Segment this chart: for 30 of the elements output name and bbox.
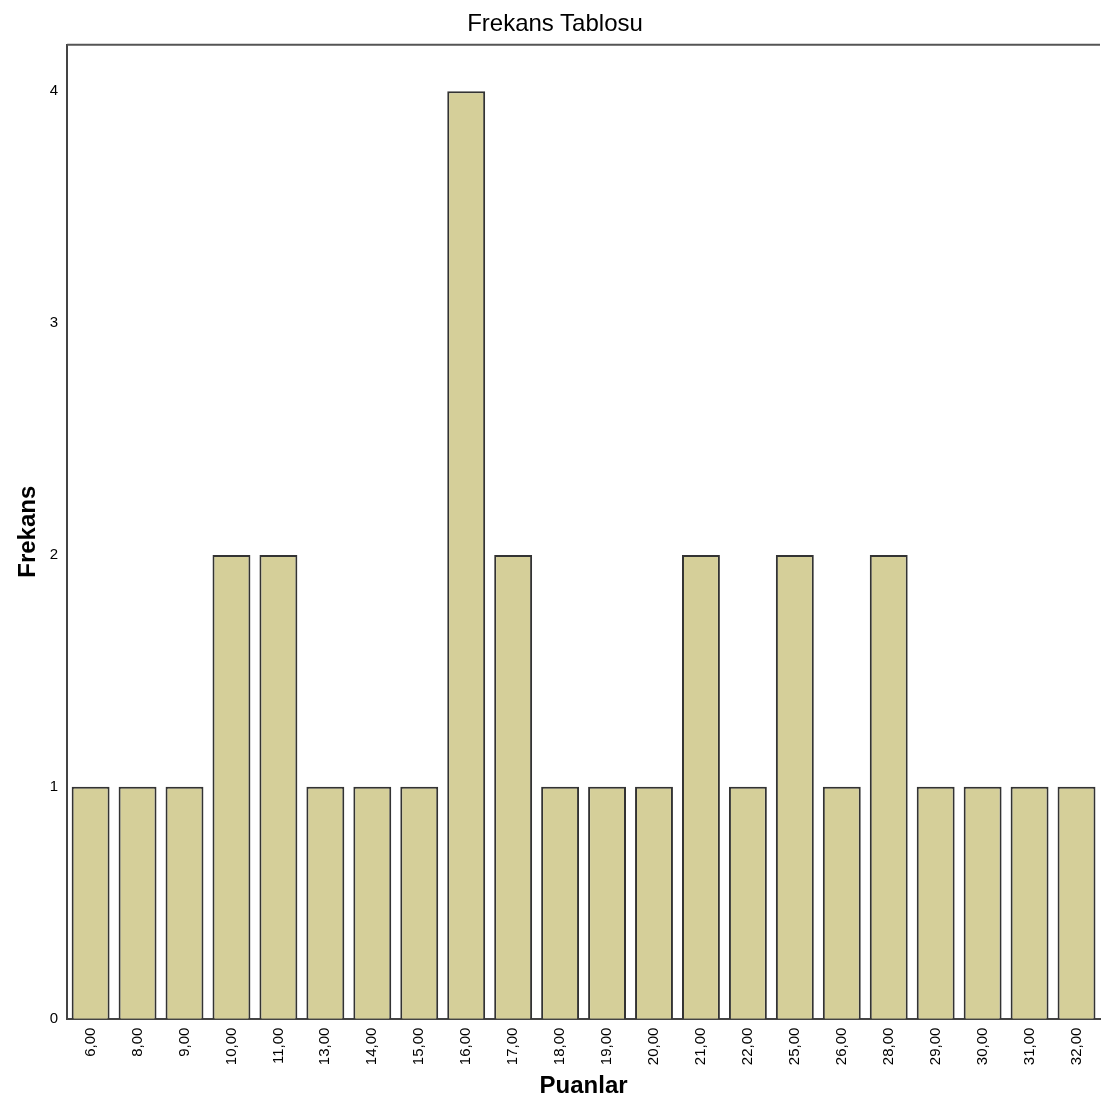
x-tick-label: 18,00 [550,1027,568,1066]
x-tick-label: 13,00 [315,1027,333,1066]
x-tick-label: 15,00 [409,1027,427,1066]
x-tick-label: 30,00 [972,1027,990,1066]
x-tick-label: 14,00 [362,1027,380,1066]
x-tick-label: 16,00 [456,1027,474,1066]
x-axis-title: Puanlar [539,1071,628,1099]
x-tick-label: 28,00 [878,1027,896,1066]
x-tick-label: 9,00 [174,1027,192,1057]
x-tick-label: 17,00 [503,1027,521,1066]
x-tick-label: 6,00 [80,1027,98,1057]
y-tick-label: 2 [49,545,59,563]
x-tick-label: 19,00 [597,1027,615,1066]
x-tick-label: 20,00 [644,1027,662,1066]
x-tick-label: 32,00 [1066,1027,1084,1066]
x-tick-label: 22,00 [738,1027,756,1066]
y-axis-title: Frekans [13,485,41,578]
x-tick-label: 29,00 [925,1027,943,1066]
x-tick-label: 21,00 [691,1027,709,1066]
x-tick-label: 8,00 [127,1027,145,1057]
y-tick-label: 0 [49,1008,59,1026]
x-tick-label: 26,00 [831,1027,849,1066]
y-tick-label: 4 [49,81,59,99]
chart-title: Frekans Tablosu [467,9,643,37]
x-tick-label: 11,00 [268,1027,286,1065]
y-tick-label: 3 [49,313,59,331]
x-tick-label: 10,00 [221,1027,239,1066]
y-tick-label: 1 [49,776,59,794]
x-tick-label: 31,00 [1019,1027,1037,1066]
x-tick-label: 25,00 [784,1027,802,1066]
